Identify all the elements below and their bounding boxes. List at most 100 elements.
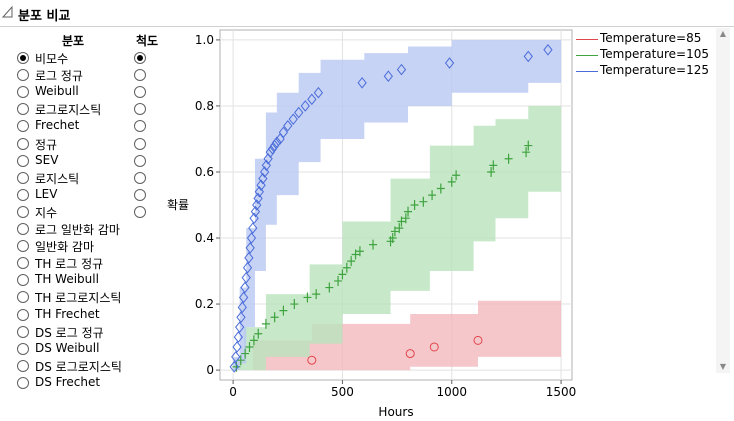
scale-radio[interactable] [134, 137, 146, 150]
y-tick-label: 0.8 [195, 99, 214, 113]
distribution-option[interactable]: 지수 [14, 204, 184, 221]
column-header-scale: 척도 [136, 34, 159, 48]
distribution-radio[interactable] [17, 308, 29, 321]
data-point [447, 176, 456, 187]
scale-radio[interactable] [134, 86, 146, 99]
distribution-option[interactable]: Weibull [14, 84, 184, 101]
data-point [237, 301, 247, 314]
data-point [334, 275, 343, 286]
distribution-radio[interactable] [17, 103, 29, 116]
distribution-radio[interactable] [17, 342, 29, 355]
data-point [261, 159, 271, 172]
distribution-label: Frechet [35, 118, 80, 133]
distribution-option[interactable]: 정규 [14, 136, 184, 153]
data-point [248, 222, 258, 234]
distribution-option[interactable]: LEV [14, 187, 184, 204]
distribution-radio[interactable] [17, 274, 29, 287]
distribution-option[interactable]: 로그 정규 [14, 67, 184, 84]
data-point [235, 321, 245, 333]
scale-radio[interactable] [134, 52, 146, 64]
data-point [256, 179, 266, 191]
data-point [428, 190, 437, 201]
distribution-option[interactable]: 일반화 감마 [14, 238, 184, 255]
distribution-option[interactable]: TH 로그로지스틱 [14, 289, 184, 306]
column-header-distribution: 분포 [62, 34, 85, 48]
data-point [300, 100, 310, 112]
data-point [246, 232, 257, 244]
distribution-radio[interactable] [17, 154, 29, 167]
y-tick-label: 0.4 [195, 231, 214, 245]
distribution-radio[interactable] [17, 376, 29, 389]
distribution-option[interactable]: Frechet [14, 118, 184, 135]
data-point [325, 282, 334, 293]
data-point [232, 341, 242, 353]
distribution-radio[interactable] [17, 359, 29, 372]
distribution-option[interactable]: 로그로지스틱 [14, 101, 184, 118]
data-point [241, 271, 251, 284]
scroll-down-arrow-icon[interactable]: ▼ [719, 362, 727, 371]
distribution-label: 로그 일반화 감마 [35, 223, 120, 237]
data-point [523, 50, 533, 63]
data-point [272, 136, 282, 149]
y-tick-label: 1.0 [195, 33, 214, 47]
distribution-label: TH 로그로지스틱 [35, 291, 122, 306]
distribution-radio[interactable] [17, 223, 29, 235]
data-point [489, 160, 498, 171]
distribution-radio[interactable] [17, 52, 29, 64]
scale-radio[interactable] [134, 69, 146, 82]
legend-swatch [576, 71, 598, 72]
scale-radio[interactable] [134, 171, 146, 184]
distribution-radio[interactable] [17, 86, 29, 99]
data-point [312, 289, 321, 300]
distribution-option[interactable]: SEV [14, 153, 184, 170]
distribution-radio[interactable] [17, 257, 29, 270]
distribution-option[interactable]: TH Weibull [14, 272, 184, 289]
confidence-band [233, 297, 562, 371]
data-point [401, 213, 410, 224]
distribution-radio[interactable] [17, 205, 29, 218]
distribution-radio[interactable] [17, 69, 29, 82]
scale-radio[interactable] [134, 188, 146, 201]
distribution-radio[interactable] [17, 325, 29, 338]
scale-radio[interactable] [134, 103, 146, 116]
scale-radio[interactable] [134, 120, 146, 133]
data-point [388, 233, 397, 244]
data-point [487, 166, 496, 177]
distribution-radio[interactable] [17, 188, 29, 201]
scale-radio[interactable] [134, 154, 146, 167]
distribution-label: TH Frechet [35, 306, 100, 321]
data-point [444, 57, 455, 69]
distribution-option[interactable]: DS Frechet [14, 375, 184, 392]
distribution-radio[interactable] [17, 291, 29, 304]
data-point [267, 143, 278, 155]
data-point [254, 185, 264, 198]
distribution-option[interactable]: TH Frechet [14, 307, 184, 324]
distribution-radio[interactable] [17, 171, 29, 184]
distribution-radio[interactable] [17, 240, 29, 253]
distribution-radio[interactable] [17, 120, 29, 133]
scale-radio[interactable] [134, 205, 146, 218]
data-point [290, 299, 299, 310]
y-tick-label: 0.6 [195, 165, 214, 179]
data-point [275, 133, 285, 145]
collapse-triangle-icon[interactable] [2, 6, 14, 18]
distribution-radio[interactable] [17, 137, 29, 150]
x-axis-label: Hours [378, 405, 413, 419]
distribution-option[interactable]: TH 로그 정규 [14, 255, 184, 272]
distribution-option[interactable]: 로그 일반화 감마 [14, 221, 184, 238]
data-point [250, 205, 261, 218]
data-point [253, 192, 263, 205]
data-point [259, 166, 270, 178]
distribution-option[interactable]: DS Weibull [14, 341, 184, 358]
distribution-option[interactable]: DS 로그 정규 [14, 324, 184, 341]
data-point [452, 170, 461, 181]
data-point [261, 318, 270, 329]
distribution-label: Weibull [35, 84, 79, 99]
distribution-option[interactable]: 비모수 [14, 50, 184, 67]
distribution-option[interactable]: DS 로그로지스틱 [14, 358, 184, 375]
distribution-option[interactable]: 로지스틱 [14, 170, 184, 187]
data-point [410, 200, 419, 210]
scroll-up-arrow-icon[interactable]: ▲ [719, 29, 727, 38]
vertical-scrollbar[interactable]: ▲ ▼ [716, 28, 730, 373]
data-point [231, 351, 241, 363]
